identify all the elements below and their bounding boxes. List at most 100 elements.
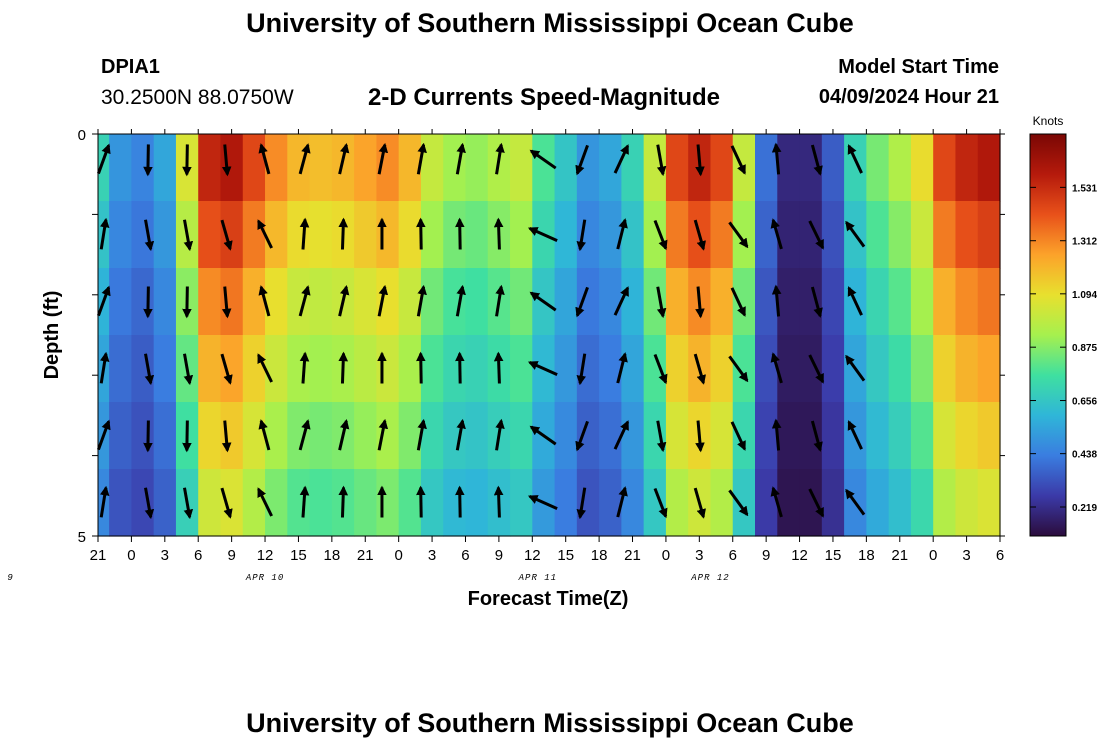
heatmap-cell — [621, 134, 645, 202]
current-arrow — [377, 418, 389, 451]
current-arrow — [616, 486, 628, 518]
current-arrow — [454, 351, 465, 384]
current-arrow — [299, 351, 310, 384]
heatmap-cell — [933, 201, 957, 269]
heatmap-cell — [576, 201, 600, 269]
heatmap-cell — [331, 134, 355, 202]
heatmap-cell — [732, 335, 756, 403]
heatmap-cell — [376, 335, 400, 403]
heatmap-cell — [287, 201, 311, 269]
heatmap-cell — [621, 335, 645, 403]
current-arrow — [493, 351, 504, 384]
heatmap-cell — [955, 201, 979, 269]
x-tick-label: 15 — [557, 547, 574, 564]
heatmap-cell — [287, 335, 311, 403]
heatmap-cell — [354, 134, 377, 202]
current-arrow — [257, 219, 273, 249]
heatmap-cell — [153, 268, 177, 336]
heatmap-cell — [643, 268, 667, 336]
heatmap-cell — [532, 134, 556, 202]
current-arrow — [695, 420, 705, 453]
heatmap-cell — [242, 402, 266, 470]
heatmap-cell — [109, 201, 133, 269]
current-arrow — [416, 418, 427, 451]
heatmap-cell — [977, 134, 1001, 202]
x-tick-label: 18 — [591, 547, 608, 564]
heatmap-cell — [576, 335, 600, 403]
heatmap-cell — [710, 134, 734, 202]
current-arrow — [144, 487, 155, 520]
heatmap-cell — [398, 134, 422, 202]
heatmap-cell — [265, 335, 288, 403]
x-tick-label: 0 — [662, 547, 670, 564]
current-arrow — [695, 286, 705, 319]
heatmap-cell — [777, 469, 801, 537]
heatmap-cell — [844, 134, 867, 202]
model-start-time-label: Model Start Time — [838, 56, 999, 78]
current-arrow — [99, 485, 110, 518]
heatmap-cell — [354, 469, 377, 537]
heatmap-cell — [554, 201, 578, 269]
current-arrow — [182, 286, 192, 319]
heatmap-cell — [510, 402, 533, 470]
heatmap-cell — [376, 201, 400, 269]
heatmap-cell — [554, 134, 578, 202]
current-arrow — [845, 488, 866, 516]
y-tick-label: 5 — [78, 529, 86, 546]
x-tick-label: 21 — [90, 547, 107, 564]
station-coordinates: 30.2500N 88.0750W — [101, 86, 294, 109]
heatmap-cell — [287, 469, 311, 537]
x-axis-label: Forecast Time(Z) — [468, 588, 629, 610]
current-arrow — [575, 144, 589, 176]
heatmap-cell — [443, 134, 467, 202]
heatmap-cell — [109, 335, 133, 403]
current-arrow — [576, 353, 587, 386]
heatmap-cell — [599, 268, 622, 336]
current-arrow — [454, 217, 465, 250]
heatmap-cell — [420, 268, 444, 336]
heatmap-cell — [576, 402, 600, 470]
heatmap-cell — [376, 268, 400, 336]
heatmap-cell — [265, 268, 288, 336]
current-arrow — [182, 420, 192, 453]
heatmap-cell — [977, 402, 1001, 470]
x-tick-label: 0 — [127, 547, 135, 564]
heatmap-cell — [309, 469, 333, 537]
heatmap-cell — [665, 402, 689, 470]
current-arrow — [613, 420, 630, 450]
heatmap-cell — [420, 469, 444, 537]
current-arrow — [493, 485, 504, 518]
current-arrow — [810, 144, 823, 176]
current-arrow — [97, 419, 111, 451]
currents-chart: 21 0 3 6 9 12 15 18 21 0 3 6 9 12 15 18 21 0 3 6 9 12 15 18 21 0 3… — [0, 114, 1097, 610]
current-arrow — [220, 353, 233, 385]
current-arrow — [144, 219, 155, 252]
heatmap-cell — [732, 268, 756, 336]
heatmap-cell — [888, 268, 912, 336]
heatmap-cell — [309, 201, 333, 269]
current-arrow — [221, 286, 232, 319]
x-tick-label: 3 — [695, 547, 703, 564]
heatmap-cell — [732, 201, 756, 269]
current-arrow — [143, 286, 153, 319]
heatmap-cell — [510, 134, 533, 202]
heatmap-cell — [465, 268, 489, 336]
heatmap-cell — [153, 402, 177, 470]
current-arrow — [808, 354, 825, 384]
heatmap-cell — [376, 469, 400, 537]
page-title: University of Southern Mississippi Ocean… — [246, 8, 854, 38]
heatmap-cell — [755, 469, 778, 537]
current-arrow — [847, 286, 863, 316]
heatmap-cell — [220, 469, 244, 537]
date-label: APR 11 — [518, 573, 557, 583]
heatmap-cell — [955, 469, 979, 537]
current-arrow — [258, 143, 271, 175]
heatmap-cell — [443, 268, 467, 336]
current-arrow — [771, 142, 782, 175]
heatmap-cell — [420, 201, 444, 269]
heatmap-cell — [354, 201, 377, 269]
date-label: APR 10 — [245, 573, 284, 583]
current-arrow — [616, 352, 628, 384]
heatmap-cell — [799, 268, 823, 336]
heatmap-cell — [888, 469, 912, 537]
